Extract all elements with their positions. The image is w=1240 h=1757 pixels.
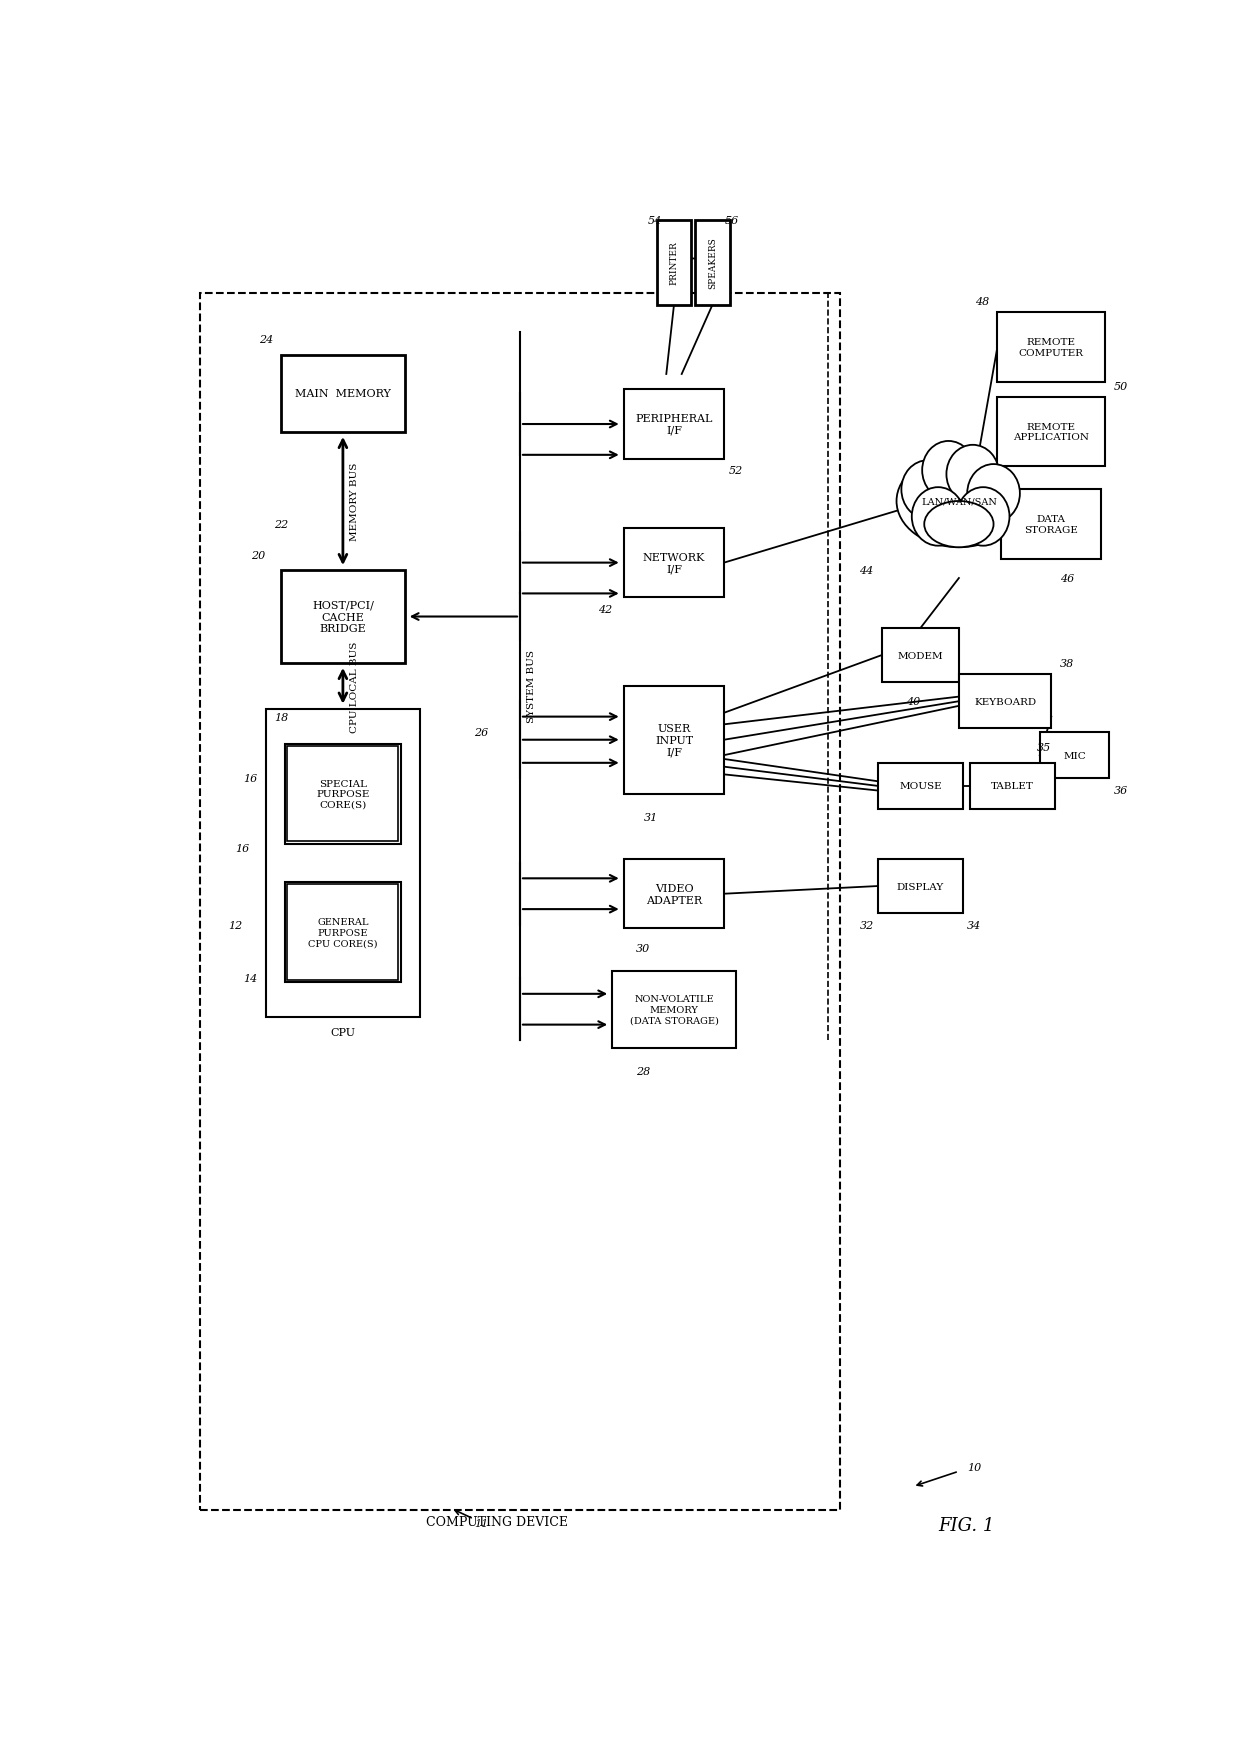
- Text: DATA
STORAGE: DATA STORAGE: [1024, 515, 1079, 534]
- FancyBboxPatch shape: [613, 972, 735, 1049]
- Text: 35: 35: [1037, 743, 1050, 754]
- Text: 12: 12: [228, 921, 242, 929]
- FancyBboxPatch shape: [696, 221, 730, 306]
- Ellipse shape: [901, 460, 954, 520]
- Ellipse shape: [946, 446, 999, 504]
- FancyBboxPatch shape: [624, 390, 724, 459]
- FancyBboxPatch shape: [997, 397, 1105, 467]
- Text: 10: 10: [967, 1462, 981, 1472]
- Text: PRINTER: PRINTER: [670, 241, 678, 285]
- Text: REMOTE
COMPUTER: REMOTE COMPUTER: [1019, 337, 1084, 357]
- Ellipse shape: [924, 503, 993, 548]
- Text: 40: 40: [905, 698, 920, 706]
- FancyBboxPatch shape: [1001, 490, 1101, 559]
- Text: NON-VOLATILE
MEMORY
(DATA STORAGE): NON-VOLATILE MEMORY (DATA STORAGE): [630, 994, 718, 1024]
- FancyBboxPatch shape: [624, 687, 724, 794]
- Text: HOST/PCI/
CACHE
BRIDGE: HOST/PCI/ CACHE BRIDGE: [312, 601, 373, 634]
- Text: 50: 50: [1114, 381, 1127, 392]
- FancyBboxPatch shape: [281, 571, 404, 664]
- Ellipse shape: [911, 488, 965, 546]
- FancyBboxPatch shape: [1040, 733, 1109, 778]
- Text: 56: 56: [724, 216, 739, 227]
- Ellipse shape: [897, 455, 1022, 548]
- Text: TABLET: TABLET: [991, 782, 1034, 791]
- Text: MAIN  MEMORY: MAIN MEMORY: [295, 388, 391, 399]
- Text: 30: 30: [636, 944, 650, 952]
- Text: PERIPHERAL
I/F: PERIPHERAL I/F: [635, 415, 713, 436]
- Text: 16: 16: [236, 843, 250, 854]
- FancyBboxPatch shape: [624, 529, 724, 597]
- FancyBboxPatch shape: [288, 747, 398, 842]
- Text: 54: 54: [647, 216, 662, 227]
- Ellipse shape: [923, 441, 975, 501]
- Text: 11: 11: [475, 1518, 489, 1529]
- Text: MOUSE: MOUSE: [899, 782, 941, 791]
- Text: 46: 46: [1059, 575, 1074, 583]
- Text: MIC: MIC: [1063, 752, 1086, 761]
- FancyBboxPatch shape: [657, 221, 692, 306]
- Text: VIDEO
ADAPTER: VIDEO ADAPTER: [646, 884, 702, 905]
- Text: 20: 20: [250, 550, 265, 560]
- Text: 52: 52: [728, 466, 743, 476]
- FancyBboxPatch shape: [285, 882, 401, 982]
- FancyBboxPatch shape: [997, 313, 1105, 383]
- FancyBboxPatch shape: [878, 859, 962, 914]
- Text: SPEAKERS: SPEAKERS: [708, 237, 717, 290]
- Text: SPECIAL
PURPOSE
CORE(S): SPECIAL PURPOSE CORE(S): [316, 780, 370, 808]
- Text: 31: 31: [644, 812, 658, 822]
- FancyBboxPatch shape: [882, 629, 959, 682]
- Text: 48: 48: [975, 297, 990, 307]
- Text: 32: 32: [859, 921, 874, 929]
- FancyBboxPatch shape: [285, 745, 401, 843]
- Text: 28: 28: [636, 1066, 650, 1077]
- FancyBboxPatch shape: [959, 675, 1052, 729]
- Text: 34: 34: [967, 921, 981, 929]
- Text: REMOTE
APPLICATION: REMOTE APPLICATION: [1013, 423, 1089, 443]
- Text: DISPLAY: DISPLAY: [897, 882, 944, 891]
- Text: 42: 42: [598, 604, 611, 615]
- Text: 44: 44: [859, 566, 874, 576]
- FancyBboxPatch shape: [971, 763, 1055, 810]
- Text: LAN/WAN/SAN: LAN/WAN/SAN: [921, 497, 997, 506]
- FancyBboxPatch shape: [878, 763, 962, 810]
- Text: 18: 18: [274, 712, 289, 722]
- FancyBboxPatch shape: [281, 355, 404, 432]
- Text: 36: 36: [1114, 785, 1127, 796]
- Text: KEYBOARD: KEYBOARD: [975, 698, 1037, 706]
- Text: GENERAL
PURPOSE
CPU CORE(S): GENERAL PURPOSE CPU CORE(S): [309, 917, 378, 947]
- Text: NETWORK
I/F: NETWORK I/F: [642, 552, 706, 575]
- Text: MEMORY BUS: MEMORY BUS: [350, 462, 358, 541]
- Ellipse shape: [957, 488, 1009, 546]
- Text: 16: 16: [243, 773, 258, 784]
- Text: MODEM: MODEM: [898, 652, 944, 661]
- Text: COMPUTING DEVICE: COMPUTING DEVICE: [425, 1515, 568, 1529]
- Text: CPU LOCAL BUS: CPU LOCAL BUS: [350, 641, 358, 733]
- Ellipse shape: [967, 466, 1019, 524]
- Text: 14: 14: [243, 973, 258, 984]
- Text: 38: 38: [1059, 659, 1074, 668]
- FancyBboxPatch shape: [624, 859, 724, 929]
- FancyBboxPatch shape: [265, 710, 420, 1017]
- Text: 22: 22: [274, 520, 289, 531]
- Text: CPU: CPU: [330, 1028, 356, 1038]
- Text: FIG. 1: FIG. 1: [939, 1516, 994, 1534]
- Text: USER
INPUT
I/F: USER INPUT I/F: [655, 724, 693, 757]
- Text: 24: 24: [259, 336, 273, 344]
- Text: SYSTEM BUS: SYSTEM BUS: [527, 650, 536, 722]
- Text: 26: 26: [475, 727, 489, 738]
- FancyBboxPatch shape: [288, 886, 398, 980]
